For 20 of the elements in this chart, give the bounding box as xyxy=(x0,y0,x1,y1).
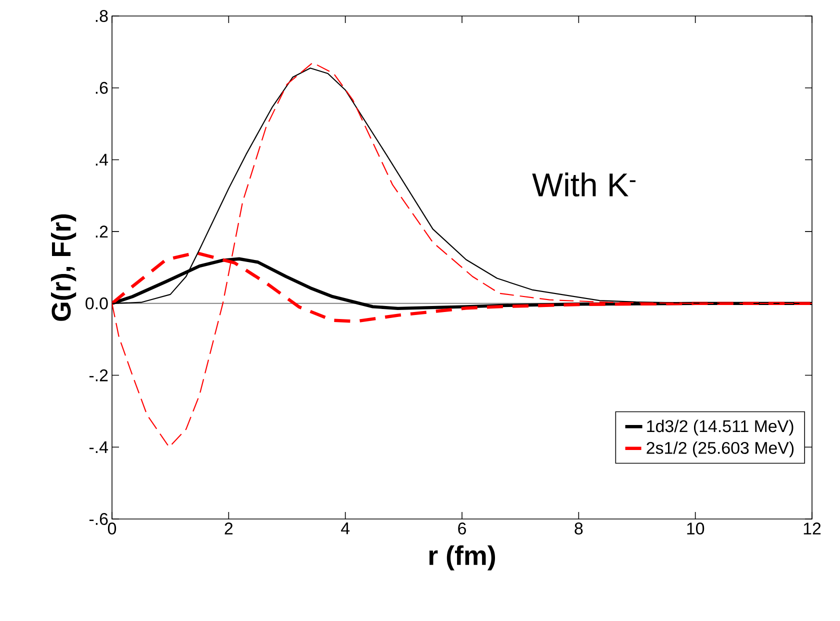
annotation: With K$^{-}$ xyxy=(532,172,636,197)
x-tick-label: 4 xyxy=(341,522,350,534)
y-tick-label: -.6 xyxy=(89,513,108,525)
x-tick-label: 12 xyxy=(804,522,821,534)
y-tick-label: .4 xyxy=(96,154,108,166)
x-tick-label: 2 xyxy=(224,522,233,534)
legend-label: 2s1/2 (25.603 MeV) xyxy=(646,442,794,458)
y-tick-label: 0.0 xyxy=(86,297,108,310)
x-axis-title: r (fm) xyxy=(429,545,496,570)
y-tick-label: -.2 xyxy=(89,369,108,382)
y-axis-title: G(r), F(r) xyxy=(51,214,76,321)
y-tick-label: .2 xyxy=(96,226,108,238)
y-tick-label: .8 xyxy=(96,10,108,22)
y-tick-label: -.4 xyxy=(89,441,108,453)
y-tick-label: .6 xyxy=(96,82,108,94)
legend-label: 1d3/2 (14.511 MeV) xyxy=(647,420,794,436)
x-tick-label: 10 xyxy=(687,522,704,535)
x-tick-label: 0 xyxy=(108,522,116,535)
x-tick-label: 6 xyxy=(458,522,466,535)
x-tick-label: 8 xyxy=(574,522,583,535)
